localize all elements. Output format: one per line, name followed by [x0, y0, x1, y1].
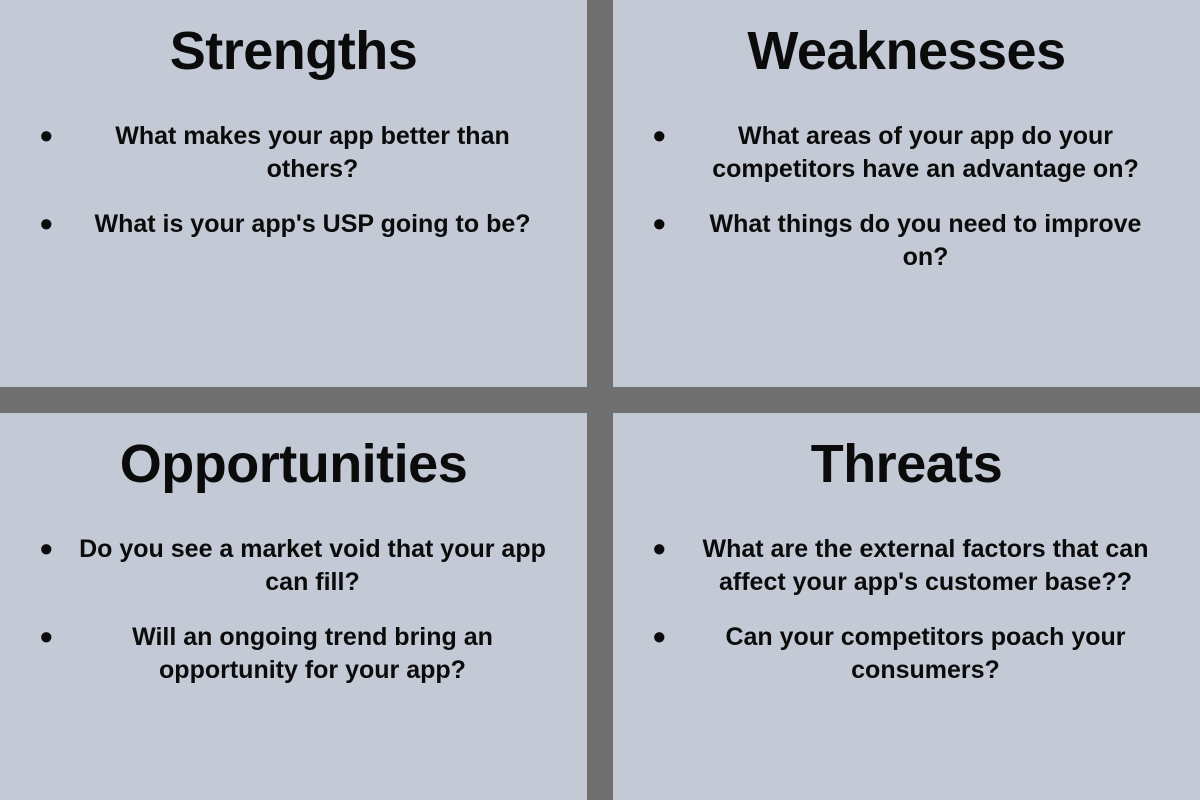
quadrant-threats: Threats What are the external factors th…: [613, 413, 1200, 800]
list-item: Will an ongoing trend bring an opportuni…: [36, 621, 551, 687]
quadrant-opportunities: Opportunities Do you see a market void t…: [0, 413, 587, 800]
list-item: What is your app's USP going to be?: [36, 208, 551, 241]
list-item: What makes your app better than others?: [36, 120, 551, 186]
quadrant-strengths: Strengths What makes your app better tha…: [0, 0, 587, 387]
strengths-list: What makes your app better than others? …: [36, 120, 551, 263]
threats-title: Threats: [649, 433, 1164, 495]
list-item: Can your competitors poach your consumer…: [649, 621, 1164, 687]
strengths-title: Strengths: [36, 20, 551, 82]
swot-grid: Strengths What makes your app better tha…: [0, 0, 1200, 800]
quadrant-weaknesses: Weaknesses What areas of your app do you…: [613, 0, 1200, 387]
list-item: Do you see a market void that your app c…: [36, 533, 551, 599]
threats-list: What are the external factors that can a…: [649, 533, 1164, 709]
weaknesses-list: What areas of your app do your competito…: [649, 120, 1164, 296]
list-item: What are the external factors that can a…: [649, 533, 1164, 599]
list-item: What areas of your app do your competito…: [649, 120, 1164, 186]
opportunities-title: Opportunities: [36, 433, 551, 495]
weaknesses-title: Weaknesses: [649, 20, 1164, 82]
list-item: What things do you need to improve on?: [649, 208, 1164, 274]
opportunities-list: Do you see a market void that your app c…: [36, 533, 551, 709]
